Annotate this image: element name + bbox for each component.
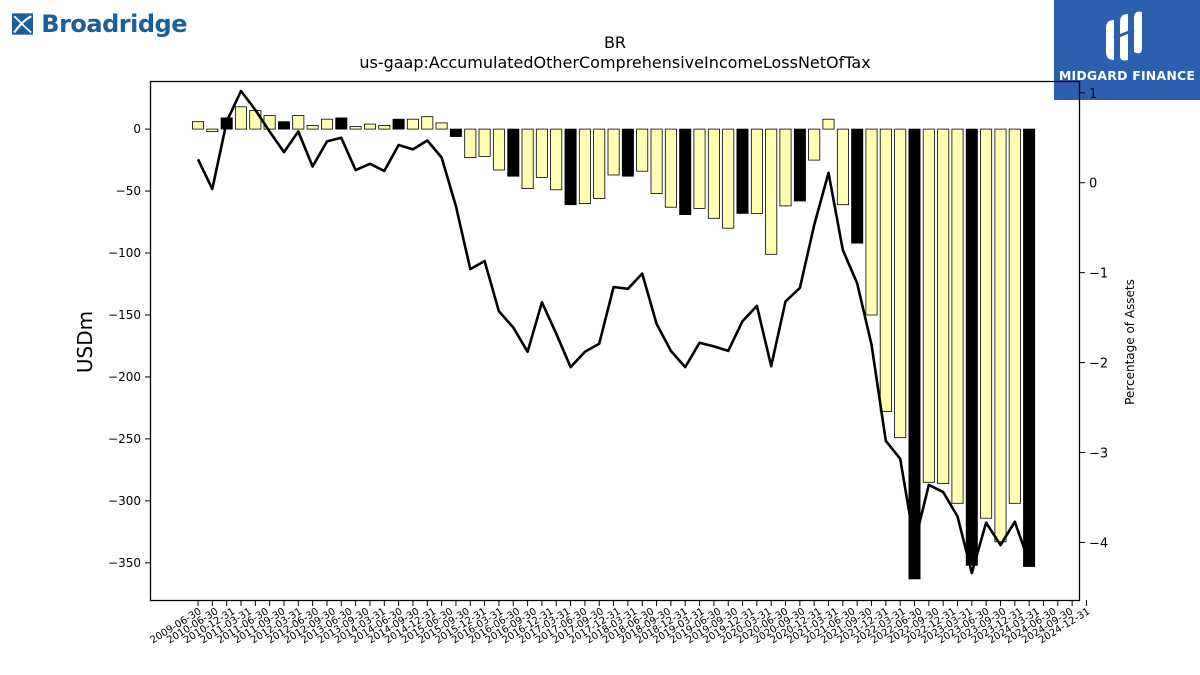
y2-tick-label: −1 bbox=[1089, 267, 1108, 282]
y-tick-label: −100 bbox=[108, 246, 141, 260]
bar-2018-03-31 bbox=[693, 128, 706, 209]
bar-2023-12-31 bbox=[1023, 128, 1036, 567]
bar-2009-06-30 bbox=[191, 121, 204, 130]
y-axis-label: USDm bbox=[73, 311, 97, 373]
bar-2023-09-30 bbox=[1008, 128, 1021, 504]
bar-2019-03-31 bbox=[750, 128, 763, 214]
bar-2017-09-30 bbox=[664, 128, 677, 208]
bar-2011-09-30 bbox=[320, 118, 333, 130]
y2-tick-label: 0 bbox=[1089, 177, 1097, 192]
bar-2015-03-31 bbox=[521, 128, 534, 190]
bar-2011-12-31 bbox=[335, 117, 348, 130]
bar-2020-09-30 bbox=[836, 128, 849, 206]
y2-axis-label: Percentage of Assets bbox=[1123, 279, 1137, 405]
y2-tick-label: −3 bbox=[1089, 447, 1108, 462]
y-tick-label: 0 bbox=[133, 122, 141, 136]
y2-tick-label: −4 bbox=[1089, 536, 1108, 551]
bar-2010-12-31 bbox=[277, 121, 290, 130]
y-tick-label: −150 bbox=[108, 308, 141, 322]
bar-2021-06-30 bbox=[879, 128, 892, 413]
bar-2021-03-31 bbox=[865, 128, 878, 316]
bar-2016-09-30 bbox=[607, 128, 620, 176]
bar-2013-09-30 bbox=[435, 122, 448, 130]
bar-2013-03-31 bbox=[406, 118, 419, 130]
broadridge-logo: Broadridge bbox=[12, 4, 187, 44]
bar-2017-06-30 bbox=[650, 128, 663, 194]
bar-2018-12-31 bbox=[736, 128, 749, 214]
y-tick-label: −250 bbox=[108, 432, 141, 446]
bar-2017-12-31 bbox=[679, 128, 692, 216]
midgard-finance-logo: MIDGARD FINANCE bbox=[1054, 0, 1200, 100]
bar-2021-09-30 bbox=[894, 128, 907, 439]
bar-2014-06-30 bbox=[478, 128, 491, 157]
bar-2012-06-30 bbox=[363, 123, 376, 130]
bar-2013-06-30 bbox=[421, 116, 434, 130]
bar-2019-06-30 bbox=[765, 128, 778, 255]
broadridge-logo-text: Broadridge bbox=[41, 10, 187, 38]
bar-2011-03-31 bbox=[292, 115, 305, 130]
bar-2018-09-30 bbox=[722, 128, 735, 229]
bar-2023-03-31 bbox=[980, 128, 993, 519]
bar-2016-06-30 bbox=[593, 128, 606, 199]
y-tick-label: −200 bbox=[108, 370, 141, 384]
bar-2016-03-31 bbox=[578, 128, 591, 204]
bar-2022-06-30 bbox=[937, 128, 950, 484]
bar-2014-03-31 bbox=[464, 128, 477, 159]
bar-2019-12-31 bbox=[793, 128, 806, 202]
y-tick-label: −50 bbox=[116, 184, 141, 198]
bar-2015-06-30 bbox=[535, 128, 548, 178]
y2-tick-label: −2 bbox=[1089, 357, 1108, 372]
bar-2012-09-30 bbox=[378, 125, 391, 130]
percentage-line-series bbox=[196, 89, 1031, 575]
bar-2020-03-31 bbox=[808, 128, 821, 161]
bar-2021-12-31 bbox=[908, 128, 921, 580]
bar-series bbox=[191, 106, 1036, 580]
bar-2017-03-31 bbox=[636, 128, 649, 172]
chart-subtitle: us-gaap:AccumulatedOtherComprehensiveInc… bbox=[359, 53, 870, 72]
y2-tick-label: 1 bbox=[1089, 87, 1097, 102]
bar-2022-09-30 bbox=[951, 128, 964, 504]
bar-2015-12-31 bbox=[564, 128, 577, 206]
midgard-finance-logo-text: MIDGARD FINANCE bbox=[1058, 68, 1196, 83]
midgard-finance-logo-icon bbox=[1106, 11, 1142, 61]
bar-2019-09-30 bbox=[779, 128, 792, 207]
bar-2023-06-30 bbox=[994, 128, 1007, 543]
bar-2014-12-31 bbox=[507, 128, 520, 177]
y-axis-ticks: 0 −50 −100 −150 −200 −250 −300 −350 bbox=[108, 122, 151, 570]
bar-2010-03-31 bbox=[234, 106, 247, 130]
percentage-line bbox=[196, 89, 1031, 575]
bar-2013-12-31 bbox=[449, 128, 462, 137]
y-tick-label: −300 bbox=[108, 494, 141, 508]
bar-2009-09-30 bbox=[206, 128, 219, 133]
plot-frame bbox=[149, 80, 1081, 602]
chart-title: BR bbox=[604, 33, 626, 52]
y2-axis-ticks: 1 0 −1 −2 −3 −4 bbox=[1079, 87, 1108, 551]
bar-2022-12-31 bbox=[965, 128, 978, 566]
bar-2020-06-30 bbox=[822, 118, 835, 130]
bar-2012-12-31 bbox=[392, 118, 405, 130]
bar-2022-03-31 bbox=[922, 128, 935, 483]
bar-2010-06-30 bbox=[249, 110, 262, 130]
bar-2016-12-31 bbox=[621, 128, 634, 177]
bar-2015-09-30 bbox=[550, 128, 563, 191]
bar-2012-03-31 bbox=[349, 126, 362, 130]
bar-2011-06-30 bbox=[306, 125, 319, 130]
bar-2014-09-30 bbox=[492, 128, 505, 171]
bar-2018-06-30 bbox=[707, 128, 720, 219]
bar-2020-12-31 bbox=[851, 128, 864, 244]
y-tick-label: −350 bbox=[108, 556, 141, 570]
broadridge-logo-icon bbox=[12, 13, 34, 35]
x-axis-ticks: 2009-06-302010-06-302010-12-312011-03-31… bbox=[148, 600, 1092, 646]
